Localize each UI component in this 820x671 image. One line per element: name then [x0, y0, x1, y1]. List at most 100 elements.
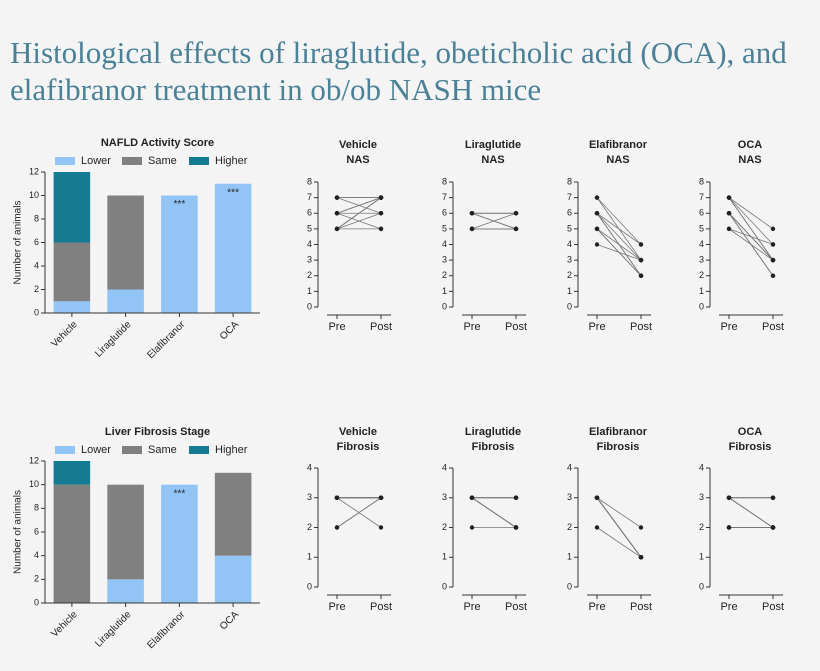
y-tick-label: 0: [442, 581, 447, 591]
bar-segment: [214, 183, 252, 313]
subject-point: [726, 226, 732, 232]
subject-point: [638, 525, 644, 530]
y-tick-label: 2: [307, 522, 312, 532]
y-tick-label: 3: [442, 255, 447, 265]
x-tick-label: Elafibranor: [145, 609, 187, 651]
y-tick-label: 4: [567, 239, 572, 249]
y-tick-label: 2: [34, 574, 39, 584]
y-tick-label: 0: [699, 301, 704, 311]
chart-title: Elafibranor: [589, 426, 648, 438]
y-tick-label: 8: [567, 176, 572, 186]
y-tick-label: 1: [307, 552, 312, 562]
y-tick-label: 6: [34, 526, 39, 536]
bar-segment: [161, 484, 198, 603]
y-tick-label: 4: [34, 550, 39, 560]
x-tick-label: Post: [630, 321, 652, 333]
chart-title: NAS: [606, 154, 629, 166]
significance-label: ***: [174, 199, 186, 210]
legend-swatch: [122, 157, 142, 165]
y-tick-label: 2: [567, 522, 572, 532]
y-tick-label: 4: [307, 239, 312, 249]
subject-point: [334, 495, 340, 500]
y-tick-label: 3: [567, 492, 572, 502]
subject-point: [726, 495, 732, 500]
y-tick-label: 3: [699, 255, 704, 265]
y-tick-label: 3: [442, 492, 447, 502]
y-tick-label: 2: [699, 522, 704, 532]
significance-label: ***: [227, 187, 239, 198]
subject-point: [513, 495, 519, 500]
subject-line: [471, 497, 517, 528]
subject-line: [596, 527, 642, 558]
subject-line: [336, 197, 382, 230]
x-tick-label: Pre: [463, 321, 480, 333]
subject-point: [378, 495, 384, 500]
subject-point: [469, 211, 475, 216]
x-tick-label: Post: [762, 601, 784, 613]
x-tick-label: Post: [630, 601, 652, 613]
subject-point: [770, 257, 776, 263]
x-tick-label: OCA: [218, 319, 241, 342]
subject-point: [594, 211, 600, 216]
chart-title: Vehicle: [339, 426, 377, 438]
subject-line: [336, 497, 382, 528]
y-tick-label: 2: [442, 270, 447, 280]
x-tick-label: Post: [762, 321, 784, 333]
y-tick-label: 1: [442, 552, 447, 562]
x-tick-label: Pre: [328, 321, 345, 333]
y-tick-label: 1: [699, 552, 704, 562]
chart-title: Fibrosis: [472, 441, 515, 453]
y-tick-label: 0: [567, 581, 572, 591]
bar-segment: [214, 555, 252, 603]
y-tick-label: 4: [442, 462, 447, 472]
y-tick-label: 7: [442, 192, 447, 202]
legend-label: Higher: [215, 444, 248, 456]
x-tick-label: Pre: [463, 601, 480, 613]
x-tick-label: Pre: [328, 601, 345, 613]
y-tick-label: 1: [567, 286, 572, 296]
subject-point: [594, 226, 600, 232]
subject-point: [378, 226, 384, 232]
subject-point: [726, 525, 732, 530]
y-tick-label: 3: [567, 255, 572, 265]
y-tick-label: 12: [29, 455, 39, 465]
subject-line: [728, 497, 774, 528]
subject-point: [334, 211, 340, 216]
chart-title: Elafibranor: [589, 139, 648, 151]
x-tick-label: Post: [505, 321, 527, 333]
x-tick-label: OCA: [218, 609, 241, 632]
y-tick-label: 8: [34, 503, 39, 513]
y-tick-label: 6: [699, 208, 704, 218]
y-tick-label: 7: [307, 192, 312, 202]
chart-title: OCA: [738, 426, 763, 438]
subject-point: [334, 525, 340, 530]
chart-title: Vehicle: [339, 139, 377, 151]
chart-title: Fibrosis: [337, 441, 380, 453]
x-tick-label: Vehicle: [49, 609, 80, 640]
legend-swatch: [189, 157, 209, 165]
subject-point: [726, 195, 732, 200]
y-tick-label: 3: [307, 492, 312, 502]
page-title: Histological effects of liraglutide, obe…: [10, 35, 787, 107]
y-tick-label: 3: [307, 255, 312, 265]
y-tick-label: 0: [34, 307, 39, 317]
subject-line: [728, 197, 774, 230]
y-tick-label: 0: [34, 597, 39, 607]
legend-label: Higher: [215, 155, 248, 167]
subject-point: [469, 226, 475, 232]
y-tick-label: 5: [307, 223, 312, 233]
subject-line: [596, 212, 642, 261]
subject-line: [596, 497, 642, 528]
subject-point: [378, 211, 384, 216]
x-tick-label: Post: [370, 601, 392, 613]
x-tick-label: Liraglutide: [93, 609, 134, 650]
chart-title: NAS: [481, 154, 504, 166]
y-tick-label: 2: [567, 270, 572, 280]
bar-segment: [53, 461, 91, 485]
legend-label: Same: [148, 444, 177, 456]
bar-segment: [161, 195, 198, 313]
subject-point: [513, 525, 519, 530]
y-tick-label: 1: [307, 286, 312, 296]
significance-label: ***: [174, 488, 186, 499]
